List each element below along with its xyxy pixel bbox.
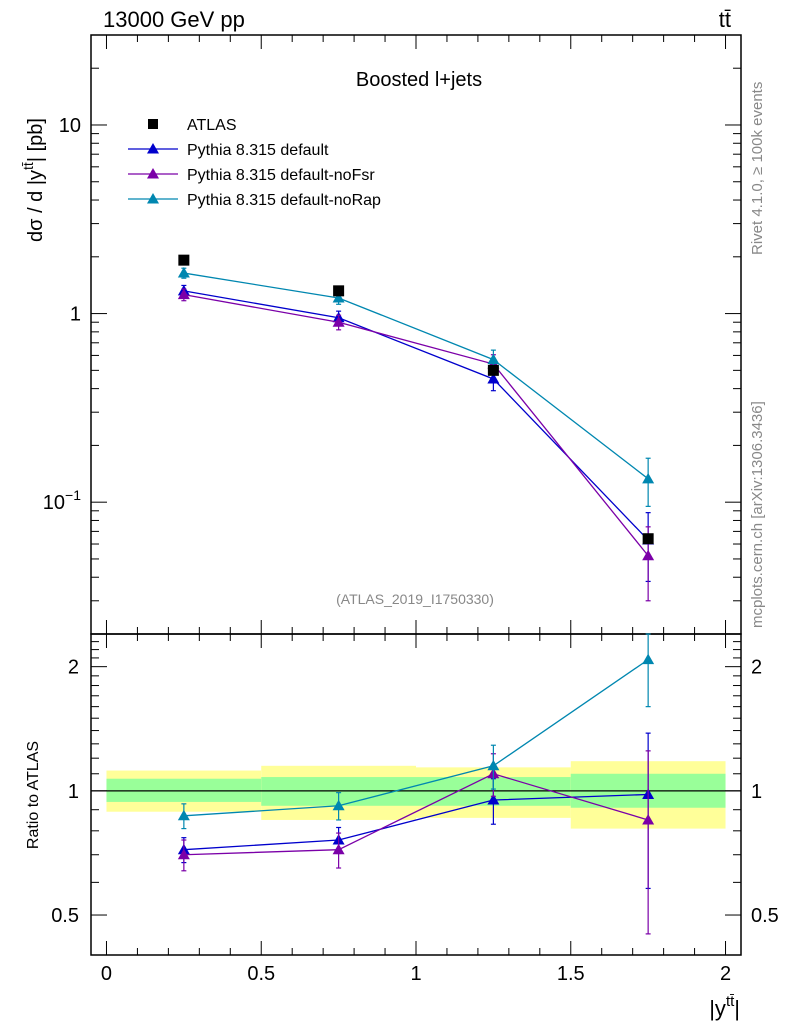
ratio-y-tick-label-right: 0.5: [751, 905, 779, 927]
ratio-line-nofsr: [183, 773, 649, 856]
main-series-atlas: [178, 254, 654, 545]
main-point-nofsr: [332, 316, 345, 327]
x-axis-label: |ytt̄|: [709, 993, 740, 1021]
legend-label: ATLAS: [187, 117, 237, 134]
legend-marker: [147, 193, 159, 204]
main-y-tick-label: 1: [70, 304, 81, 326]
ratio-point-norap: [177, 809, 190, 821]
ratio-point-norap: [332, 799, 345, 811]
ratio-y-tick-label-left: 0.5: [51, 905, 79, 927]
ratio-point-default: [487, 794, 500, 805]
ratio-point-norap: [642, 653, 655, 665]
main-line-nofsr: [183, 294, 649, 557]
main-y-tick-label: 10: [59, 115, 81, 137]
ratio-point-nofsr: [332, 843, 345, 855]
legend-marker-atlas: [148, 119, 158, 129]
rivet-version-label: Rivet 4.1.0, ≥ 100k events: [749, 82, 766, 255]
main-series-norap: [177, 267, 655, 507]
main-y-tick-label: 10−1: [43, 487, 81, 514]
main-point-nofsr: [177, 288, 190, 300]
ratio-x-tick-label: 1.5: [557, 963, 585, 985]
main-point-atlas: [642, 533, 654, 545]
legend-label: Pythia 8.315 default: [187, 142, 329, 159]
ratio-point-nofsr: [177, 848, 190, 860]
ratio-y-tick-label-left: 1: [68, 781, 79, 803]
main-point-norap: [332, 291, 345, 303]
ratio-x-tick-label: 2: [720, 963, 731, 985]
main-point-norap: [642, 472, 655, 484]
ratio-series-norap: [177, 633, 655, 830]
ratio-x-tick-label: 0: [101, 963, 112, 985]
ratio-y-axis-label: Ratio to ATLAS: [25, 741, 42, 849]
analysis-label: (ATLAS_2019_I1750330): [336, 591, 494, 607]
legend: ATLAS Pythia 8.315 default Pythia 8.315 de…: [128, 117, 381, 209]
main-point-nofsr: [642, 549, 655, 561]
ratio-series-group: [177, 633, 655, 935]
header-energy-label: 13000 GeV pp: [103, 7, 245, 32]
ratio-x-tick-label: 1: [410, 963, 421, 985]
legend-marker: [147, 143, 159, 154]
ratio-panel: 0 0.5 1 1.5 2 0.5 0.5 1 1 2 2 Ratio to ATLAS |ytt̄…: [25, 633, 779, 1021]
main-series-group: [177, 254, 655, 602]
main-line-norap: [183, 272, 649, 480]
ratio-y-tick-label-left: 2: [68, 657, 79, 679]
header-process-label: tt̄: [719, 7, 731, 32]
main-point-atlas: [178, 254, 190, 266]
main-panel: 10−1 1 10 Boosted l+jets (ATLAS_2019_I1750…: [20, 34, 742, 635]
legend-label: Pythia 8.315 default-noRap: [187, 192, 381, 209]
main-y-axis-label: dσ / d |ytt̄| [pb]: [20, 118, 47, 242]
ratio-y-tick-label-right: 1: [751, 781, 762, 803]
main-axis-ticks: 10−1 1 10: [43, 34, 741, 635]
ratio-point-norap: [487, 759, 500, 771]
mcplots-label: mcplots.cern.ch [arXiv:1306.3436]: [749, 401, 766, 628]
chart-title: Boosted l+jets: [356, 69, 482, 91]
main-point-default: [487, 372, 500, 384]
main-point-norap: [177, 267, 190, 278]
svg-text:|ytt̄|: |ytt̄|: [709, 993, 740, 1021]
ratio-y-tick-label-right: 2: [751, 657, 762, 679]
main-point-atlas: [487, 364, 499, 376]
main-series-nofsr: [177, 288, 655, 602]
main-point-atlas: [333, 285, 345, 297]
ratio-x-tick-label: 0.5: [247, 963, 275, 985]
legend-label: Pythia 8.315 default-noFsr: [187, 167, 375, 184]
svg-text:dσ / d |ytt̄| [pb]: dσ / d |ytt̄| [pb]: [20, 118, 47, 242]
ratio-point-nofsr: [642, 813, 655, 825]
ratio-line-norap: [183, 659, 649, 817]
legend-marker: [147, 168, 159, 179]
main-point-norap: [487, 353, 500, 365]
ratio-axis-ticks: 0 0.5 1 1.5 2 0.5 0.5 1 1 2 2: [51, 633, 779, 985]
